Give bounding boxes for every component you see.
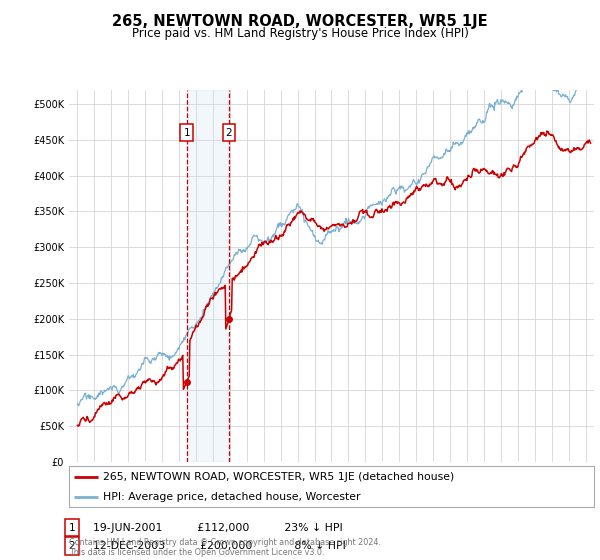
Text: 2: 2: [226, 128, 232, 138]
Text: Price paid vs. HM Land Registry's House Price Index (HPI): Price paid vs. HM Land Registry's House …: [131, 27, 469, 40]
Text: 2: 2: [68, 541, 76, 551]
Text: 265, NEWTOWN ROAD, WORCESTER, WR5 1JE (detached house): 265, NEWTOWN ROAD, WORCESTER, WR5 1JE (d…: [103, 472, 454, 482]
Text: 1: 1: [68, 522, 76, 533]
Text: 1: 1: [184, 128, 190, 138]
Text: 19-JUN-2001          £112,000          23% ↓ HPI: 19-JUN-2001 £112,000 23% ↓ HPI: [93, 522, 343, 533]
Bar: [187, 90, 229, 462]
Text: 12-DEC-2003          £200,000            8% ↓ HPI: 12-DEC-2003 £200,000 8% ↓ HPI: [93, 541, 346, 551]
Text: 265, NEWTOWN ROAD, WORCESTER, WR5 1JE: 265, NEWTOWN ROAD, WORCESTER, WR5 1JE: [112, 14, 488, 29]
Text: Contains HM Land Registry data © Crown copyright and database right 2024.
This d: Contains HM Land Registry data © Crown c…: [69, 538, 381, 557]
Text: HPI: Average price, detached house, Worcester: HPI: Average price, detached house, Worc…: [103, 492, 361, 502]
